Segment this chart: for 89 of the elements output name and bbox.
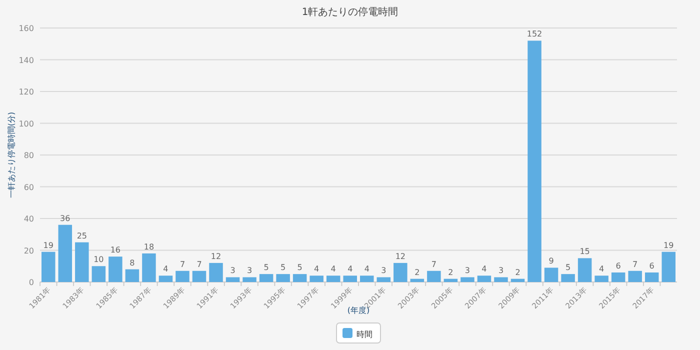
bar bbox=[460, 277, 474, 282]
data-label: 8 bbox=[130, 258, 135, 268]
bar bbox=[276, 274, 290, 282]
bar bbox=[42, 252, 56, 282]
bar bbox=[310, 276, 324, 282]
legend-label: 時間 bbox=[356, 330, 372, 339]
data-label: 19 bbox=[664, 240, 674, 250]
data-label: 152 bbox=[526, 30, 542, 39]
data-label: 3 bbox=[246, 266, 252, 276]
bar bbox=[611, 272, 626, 282]
bar bbox=[662, 252, 676, 282]
bar bbox=[528, 40, 542, 282]
bar bbox=[58, 224, 72, 282]
data-label: 5 bbox=[264, 263, 269, 272]
bar bbox=[209, 262, 223, 282]
bar bbox=[343, 276, 357, 282]
bar bbox=[477, 276, 492, 282]
bar bbox=[427, 270, 441, 282]
data-label: 10 bbox=[94, 255, 104, 264]
bar bbox=[259, 274, 274, 282]
y-tick-label: 160 bbox=[18, 24, 34, 33]
data-label: 3 bbox=[498, 266, 504, 276]
bar bbox=[578, 258, 592, 282]
bar bbox=[176, 270, 190, 282]
data-label: 2 bbox=[515, 268, 520, 277]
data-label: 7 bbox=[431, 260, 436, 269]
data-label: 2 bbox=[448, 268, 454, 277]
data-label: 3 bbox=[230, 266, 236, 276]
data-label: 4 bbox=[163, 264, 168, 274]
data-label: 36 bbox=[60, 214, 70, 223]
bar bbox=[561, 274, 575, 282]
data-label: 12 bbox=[395, 252, 406, 261]
y-tick-label: 80 bbox=[24, 151, 34, 160]
data-label: 5 bbox=[297, 263, 302, 272]
data-label: 6 bbox=[616, 261, 621, 270]
data-label: 15 bbox=[580, 247, 590, 256]
bar bbox=[544, 268, 558, 282]
data-label: 7 bbox=[196, 260, 202, 269]
y-tick-label: 60 bbox=[24, 182, 34, 192]
data-label: 19 bbox=[43, 240, 54, 250]
bar bbox=[628, 270, 642, 282]
data-label: 18 bbox=[144, 242, 154, 252]
data-label: 9 bbox=[548, 256, 554, 266]
y-tick-label: 0 bbox=[28, 278, 34, 287]
y-tick-label: 140 bbox=[18, 56, 34, 65]
data-label: 12 bbox=[210, 252, 222, 261]
data-label: 4 bbox=[482, 264, 487, 274]
x-axis-title: (年度) bbox=[347, 306, 370, 315]
bar bbox=[510, 278, 525, 282]
bar bbox=[644, 272, 659, 282]
bar bbox=[125, 269, 140, 282]
bar bbox=[326, 276, 340, 282]
data-label: 4 bbox=[330, 264, 336, 274]
bar bbox=[75, 242, 89, 282]
bar bbox=[226, 277, 240, 282]
data-label: 4 bbox=[599, 264, 604, 274]
data-label: 7 bbox=[180, 260, 186, 269]
y-tick-label: 40 bbox=[24, 214, 34, 224]
bar bbox=[108, 256, 122, 282]
bar bbox=[376, 277, 391, 282]
data-label: 5 bbox=[565, 263, 571, 272]
chart-title: 1軒あたりの停電時間 bbox=[302, 6, 398, 18]
y-tick-label: 100 bbox=[18, 119, 34, 128]
y-tick-label: 120 bbox=[18, 88, 34, 96]
bar bbox=[292, 274, 307, 282]
data-label: 4 bbox=[364, 264, 370, 274]
data-label: 4 bbox=[314, 264, 320, 274]
data-label: 5 bbox=[280, 263, 286, 272]
bar bbox=[142, 253, 156, 282]
bar bbox=[242, 277, 256, 282]
data-label: 7 bbox=[632, 260, 638, 269]
data-label: 4 bbox=[348, 264, 353, 274]
bar bbox=[92, 266, 106, 282]
bar bbox=[494, 277, 508, 282]
bar bbox=[192, 270, 206, 282]
data-label: 2 bbox=[414, 268, 420, 277]
data-label: 6 bbox=[649, 261, 654, 270]
bar bbox=[360, 276, 374, 282]
bar bbox=[444, 278, 458, 282]
bar bbox=[594, 276, 608, 282]
y-axis-title: 一軒あたり停電時間(分) bbox=[7, 112, 16, 198]
data-label: 3 bbox=[464, 266, 470, 276]
y-tick-label: 20 bbox=[24, 246, 34, 256]
data-label: 25 bbox=[76, 231, 87, 240]
data-label: 3 bbox=[381, 266, 386, 276]
bar bbox=[394, 262, 408, 282]
bar bbox=[158, 276, 173, 282]
data-label: 16 bbox=[110, 246, 121, 255]
bar bbox=[410, 278, 424, 282]
